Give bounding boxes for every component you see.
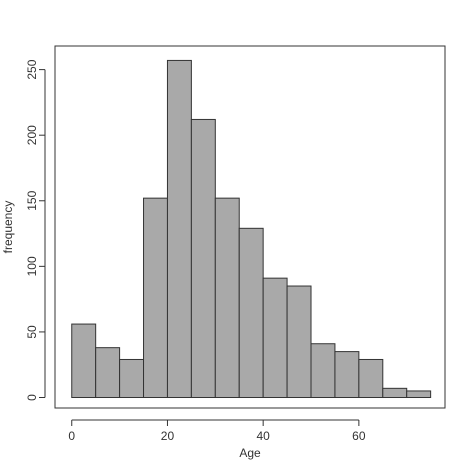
histogram-bar <box>143 197 168 399</box>
histogram-bar <box>71 323 97 399</box>
y-tick-label: 100 <box>25 256 39 276</box>
plot-frame <box>54 45 446 409</box>
histogram-bar <box>382 387 408 399</box>
y-tick-label: 0 <box>25 394 39 401</box>
x-axis: 0 20 40 60 <box>68 419 366 443</box>
x-axis-title: Age <box>239 446 261 460</box>
histogram-bar <box>238 227 264 399</box>
histogram-bar <box>119 358 145 399</box>
histogram-bar <box>286 285 312 399</box>
histogram-bar <box>358 358 384 399</box>
bars-group <box>71 59 432 399</box>
histogram-bar <box>214 197 240 399</box>
x-tick-label: 60 <box>352 429 366 443</box>
histogram-bar <box>95 347 121 399</box>
y-axis-title: frequency <box>1 201 15 254</box>
histogram-bar <box>262 277 288 399</box>
x-tick-label: 40 <box>256 429 270 443</box>
histogram-bar <box>334 351 360 399</box>
x-tick-label: 0 <box>68 429 75 443</box>
y-tick-label: 250 <box>25 59 39 79</box>
histogram-bar <box>406 390 432 399</box>
y-tick-label: 50 <box>25 325 39 339</box>
y-tick-label: 200 <box>25 125 39 145</box>
histogram-bar <box>310 343 336 399</box>
y-tick-label: 150 <box>25 190 39 210</box>
histogram-bar <box>190 118 216 399</box>
histogram-bar <box>166 59 192 399</box>
x-tick-label: 20 <box>161 429 175 443</box>
y-axis: 0 50 100 150 200 250 <box>25 59 46 401</box>
